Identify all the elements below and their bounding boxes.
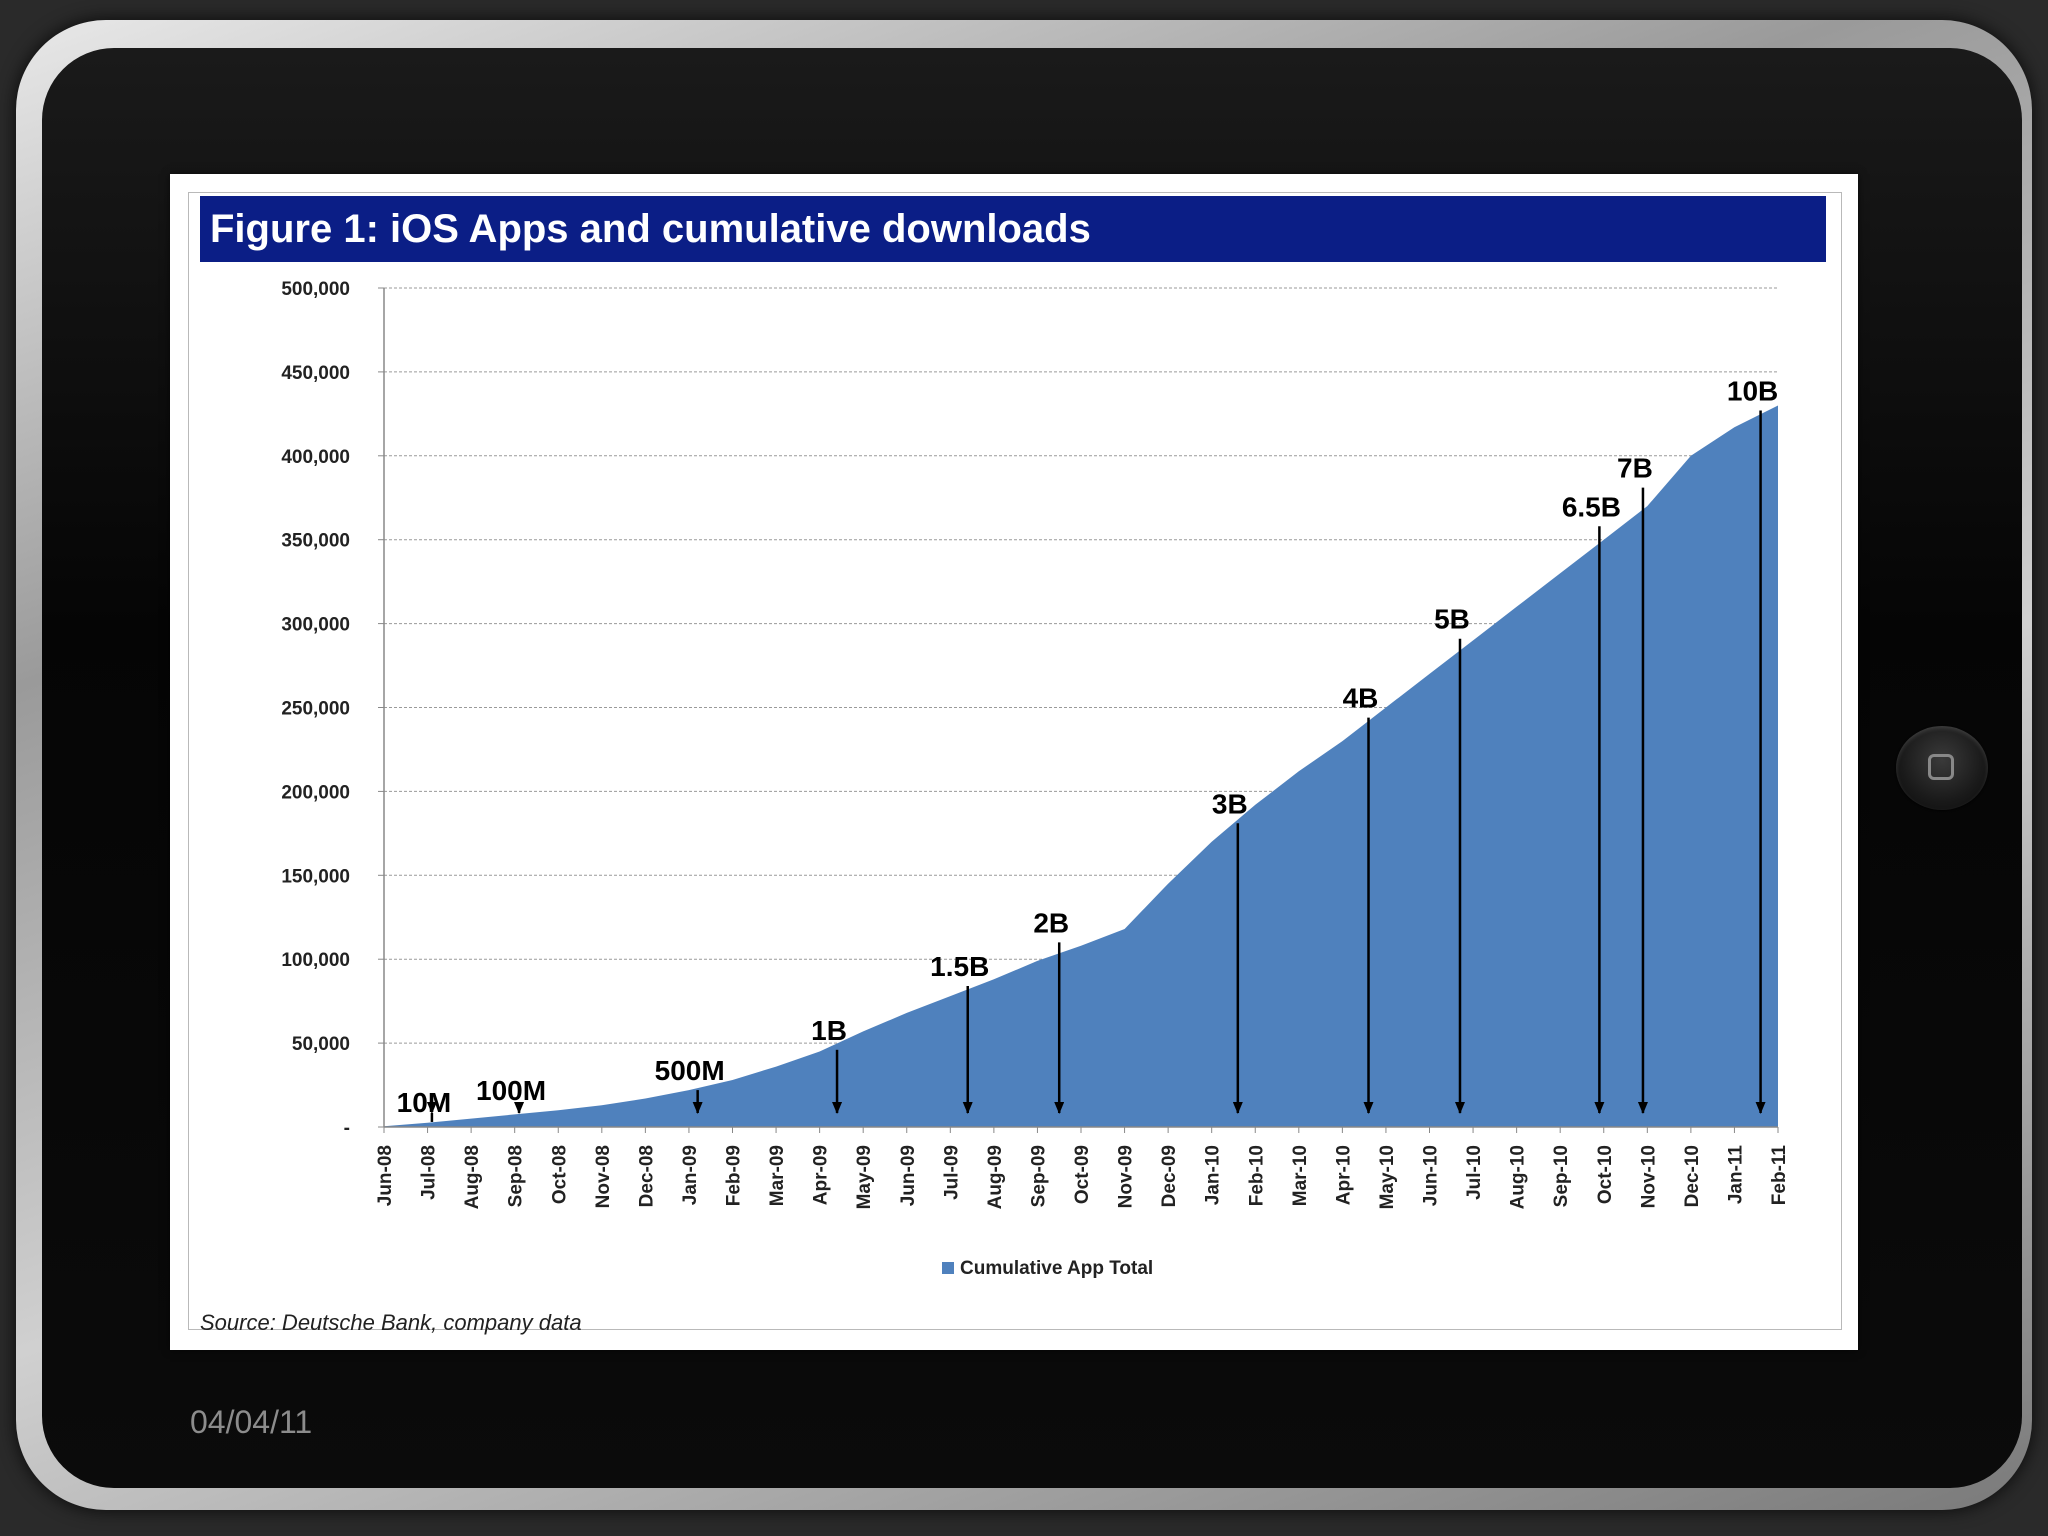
figure-title: Figure 1: iOS Apps and cumulative downlo…	[200, 196, 1826, 262]
home-button[interactable]	[1896, 726, 1988, 810]
x-tick-label: Nov-09	[1116, 1145, 1137, 1208]
x-tick-label: Nov-08	[593, 1145, 614, 1208]
x-tick-label: Jul-09	[941, 1145, 962, 1200]
annotation-label: 100M	[476, 1075, 546, 1106]
x-tick-label: Sep-08	[506, 1145, 527, 1207]
annotation-label: 6.5B	[1562, 491, 1621, 522]
annotation-label: 1.5B	[930, 951, 989, 982]
x-tick-label: Sep-09	[1028, 1145, 1049, 1207]
x-tick-label: Aug-09	[985, 1145, 1006, 1209]
x-tick-label: Jun-10	[1421, 1145, 1442, 1206]
x-tick-label: Jul-10	[1464, 1145, 1485, 1200]
x-tick-label: Dec-10	[1682, 1145, 1703, 1207]
x-tick-label: Jan-10	[1203, 1145, 1224, 1205]
annotation-label: 5B	[1434, 604, 1470, 635]
x-tick-label: Apr-10	[1333, 1145, 1354, 1205]
x-tick-label: Feb-11	[1769, 1145, 1790, 1206]
x-tick-label: Aug-10	[1508, 1145, 1529, 1209]
x-tick-label: Oct-08	[549, 1145, 570, 1204]
slide-border	[188, 192, 1842, 1330]
y-tick-label: 450,000	[281, 363, 350, 384]
y-tick-label: 150,000	[281, 866, 350, 887]
x-tick-label: Jan-09	[680, 1145, 701, 1205]
slide: Figure 1: iOS Apps and cumulative downlo…	[170, 174, 1858, 1350]
x-tick-label: May-09	[854, 1145, 875, 1209]
x-tick-label: Apr-09	[811, 1145, 832, 1205]
annotation-label: 10B	[1727, 375, 1778, 406]
legend-swatch	[942, 1262, 954, 1274]
y-tick-label: 500,000	[281, 279, 350, 300]
x-tick-label: Oct-10	[1595, 1145, 1616, 1204]
x-tick-label: Jun-09	[898, 1145, 919, 1206]
y-tick-label: 200,000	[281, 782, 350, 803]
x-tick-label: Mar-09	[767, 1145, 788, 1206]
y-tick-label: 50,000	[292, 1034, 350, 1055]
y-tick-label: 100,000	[281, 950, 350, 971]
x-tick-label: Mar-10	[1290, 1145, 1311, 1206]
series-area-cumulative-app-total	[384, 405, 1778, 1127]
y-tick-label: 250,000	[281, 699, 350, 720]
x-tick-label: Nov-10	[1638, 1145, 1659, 1208]
annotation-label: 7B	[1617, 453, 1653, 484]
annotation-label: 500M	[655, 1055, 725, 1086]
chart: - 50,000 100,000 150,000 200,000 250,000 300,0…	[281, 279, 1790, 1279]
annotation-label: 10M	[397, 1087, 451, 1118]
legend-label: Cumulative App Total	[960, 1258, 1153, 1279]
x-tick-label: Jun-08	[375, 1145, 396, 1206]
y-tick-label: 300,000	[281, 615, 350, 636]
source-note: Source: Deutsche Bank, company data	[200, 1310, 582, 1335]
x-tick-label: Feb-10	[1246, 1145, 1267, 1206]
annotation-label: 3B	[1212, 788, 1248, 819]
home-square-icon	[1928, 754, 1954, 780]
x-tick-label: Jan-11	[1725, 1145, 1746, 1205]
annotation-label: 1B	[811, 1015, 847, 1046]
annotation-label: 2B	[1033, 907, 1069, 938]
x-tick-label: Aug-08	[462, 1145, 483, 1209]
annotation-label: 4B	[1343, 683, 1379, 714]
x-tick-label: Oct-09	[1072, 1145, 1093, 1204]
x-tick-label: Dec-09	[1159, 1145, 1180, 1207]
y-tick-label: 400,000	[281, 447, 350, 468]
x-tick-label: Jul-08	[419, 1145, 440, 1200]
x-tick-label: May-10	[1377, 1145, 1398, 1209]
y-tick-label: 350,000	[281, 531, 350, 552]
x-tick-label: Dec-08	[636, 1145, 657, 1207]
y-tick-label: -	[344, 1118, 350, 1139]
slide-date: 04/04/11	[190, 1404, 313, 1440]
x-tick-label: Sep-10	[1551, 1145, 1572, 1207]
x-tick-label: Feb-09	[724, 1145, 745, 1206]
